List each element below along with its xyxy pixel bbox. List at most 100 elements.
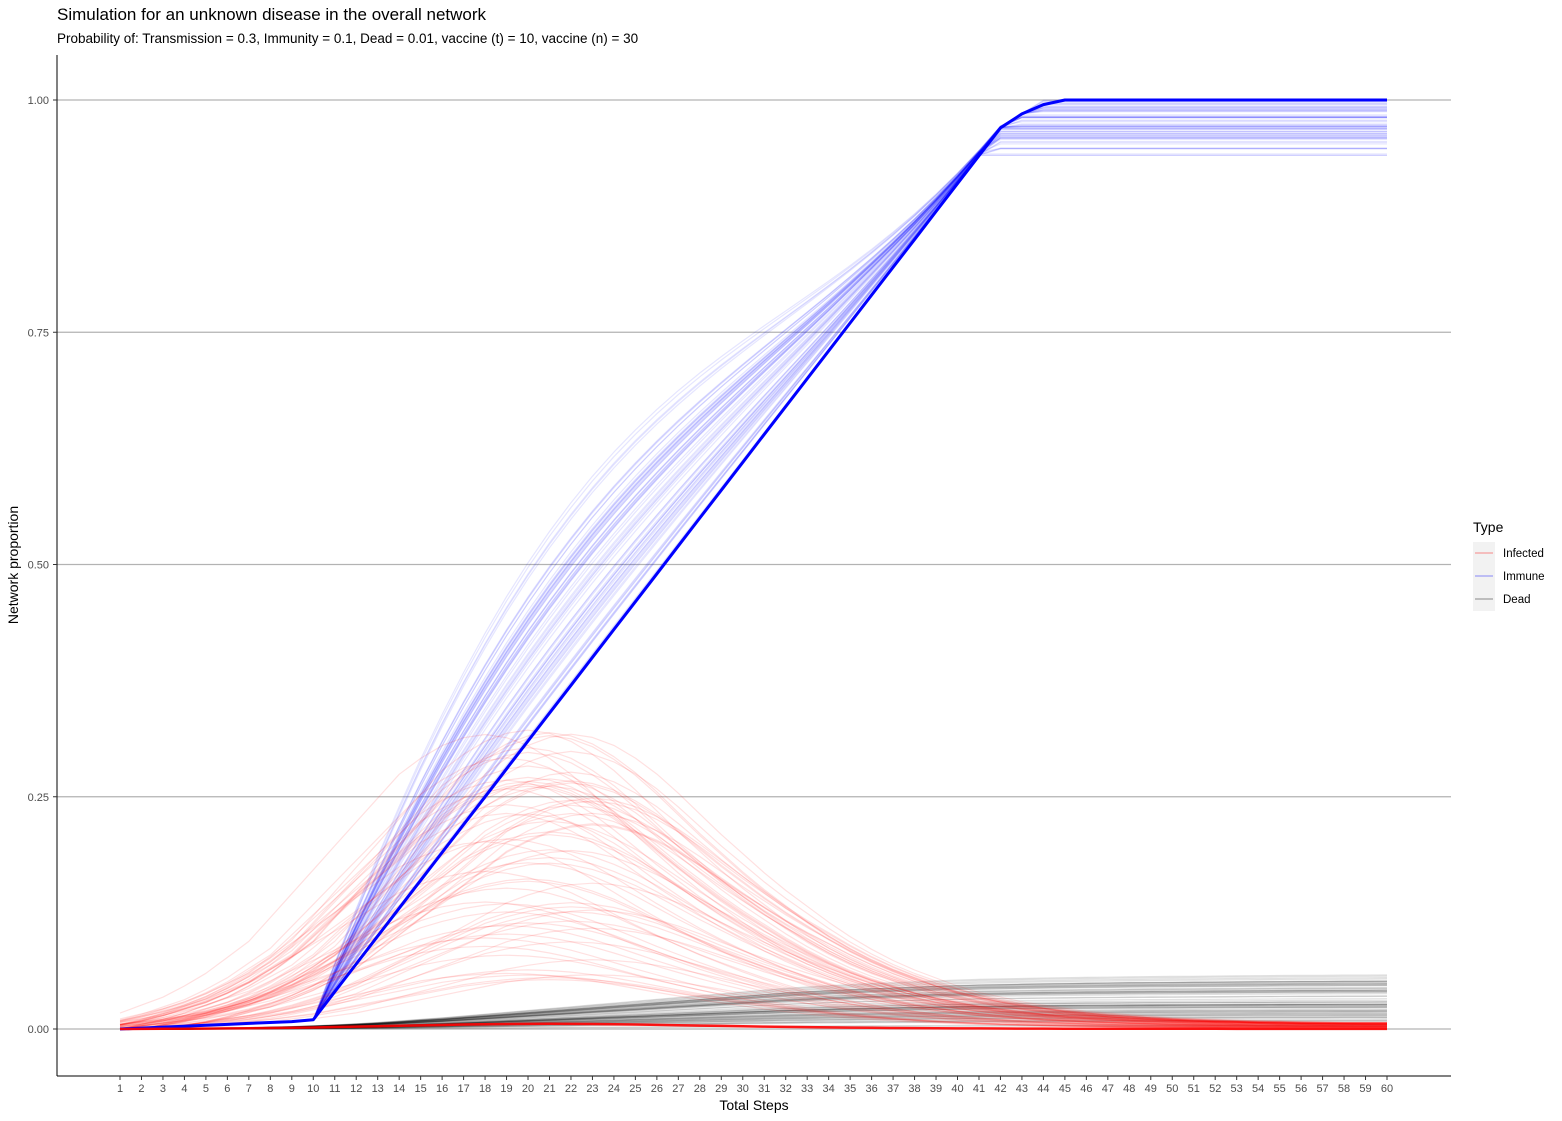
infected-run-line <box>119 838 1387 1026</box>
x-tick-label: 8 <box>267 1083 273 1095</box>
immune-run-line <box>119 109 1387 1030</box>
infected-run-line <box>119 778 1387 1030</box>
legend-label: Dead <box>1503 594 1531 606</box>
x-tick-label: 34 <box>823 1083 835 1095</box>
immune-run-line <box>119 134 1387 1030</box>
infected-run-line <box>119 977 1387 1030</box>
x-tick-label: 2 <box>138 1083 144 1095</box>
immune-run-line <box>119 116 1387 1030</box>
infected-run-line <box>120 824 1387 1030</box>
immune-run-line <box>119 109 1387 1030</box>
x-tick-label: 55 <box>1274 1083 1286 1095</box>
x-tick-label: 43 <box>1016 1083 1028 1095</box>
y-tick-label: 0.00 <box>28 1024 49 1036</box>
legend-label: Infected <box>1503 548 1544 560</box>
immune-run-line <box>119 133 1387 1030</box>
legend-key-box <box>1473 542 1495 565</box>
immune-run-line <box>119 137 1387 1030</box>
x-tick-label: 29 <box>715 1083 727 1095</box>
immune-run-line <box>119 126 1387 1030</box>
x-tick-label: 56 <box>1295 1083 1307 1095</box>
x-tick-label: 48 <box>1123 1083 1135 1095</box>
infected-run-line <box>119 969 1387 1029</box>
immune-run-line <box>119 127 1387 1030</box>
dead-run-line <box>120 977 1388 1030</box>
infected-run-line <box>119 972 1387 1029</box>
dead-run-line <box>120 980 1388 1030</box>
x-tick-label: 19 <box>500 1083 512 1095</box>
x-tick-label: 17 <box>457 1083 469 1095</box>
immune-run-line <box>119 107 1387 1030</box>
infected-run-line <box>119 878 1387 1028</box>
infected-run-line <box>120 797 1387 1030</box>
infected-run-line <box>120 927 1387 1030</box>
infected-run-line <box>119 747 1387 1025</box>
immune-run-line <box>119 132 1387 1030</box>
infected-run-line <box>119 870 1387 1027</box>
immune-run-line <box>119 125 1387 1030</box>
x-tick-label: 58 <box>1338 1083 1350 1095</box>
dead-run-line <box>120 975 1388 1030</box>
infected-run-line <box>120 733 1387 1030</box>
dead-run-line <box>120 980 1388 1030</box>
x-tick-label: 32 <box>780 1083 792 1095</box>
infected-run-line <box>120 812 1387 1030</box>
immune-run-line <box>119 127 1387 1030</box>
x-tick-label: 18 <box>479 1083 491 1095</box>
immune-run-line <box>119 148 1387 1030</box>
chart-title: Simulation for an unknown disease in the… <box>57 5 487 24</box>
dead-run-line <box>120 974 1388 1030</box>
legend: Type Infected Immune Dead <box>1473 519 1545 611</box>
infected-run-line <box>119 813 1387 1027</box>
x-tick-label: 3 <box>160 1083 166 1095</box>
infected-run-line <box>119 765 1387 1026</box>
immune-run-line <box>119 109 1387 1030</box>
dead-run-line <box>120 984 1388 1030</box>
immune-run-line <box>119 115 1387 1030</box>
infected-run-line <box>120 812 1387 1030</box>
legend-title: Type <box>1473 519 1504 535</box>
immune-run-line <box>119 135 1387 1030</box>
immune-run-line <box>119 103 1387 1030</box>
x-tick-label: 26 <box>651 1083 663 1095</box>
x-axis-title: Total Steps <box>719 1097 788 1113</box>
immune-run-line <box>119 117 1387 1030</box>
infected-run-line <box>120 771 1387 1030</box>
infected-run-line <box>119 785 1387 1026</box>
immune-run-line <box>119 134 1387 1030</box>
infected-run-line <box>119 733 1387 1024</box>
x-tick-label: 54 <box>1252 1083 1264 1095</box>
immune-run-line <box>119 114 1387 1030</box>
x-tick-label: 27 <box>672 1083 684 1095</box>
infected-run-line <box>120 800 1387 1030</box>
immune-run-line <box>119 137 1387 1030</box>
y-tick-label: 1.00 <box>28 95 49 107</box>
y-tick-label: 0.25 <box>28 792 49 804</box>
infected-run-line <box>119 954 1387 1028</box>
x-tick-label: 31 <box>758 1083 770 1095</box>
immune-run-line <box>119 154 1387 1030</box>
infected-run-line <box>119 901 1387 1027</box>
x-tick-label: 5 <box>203 1083 209 1095</box>
infected-run-line <box>120 974 1387 1030</box>
x-tick-label: 42 <box>994 1083 1006 1095</box>
chart-subtitle: Probability of: Transmission = 0.3, Immu… <box>57 31 638 46</box>
infected-run-line <box>119 757 1387 1024</box>
x-tick-label: 30 <box>737 1083 749 1095</box>
infected-floor-line <box>119 1022 1387 1031</box>
x-tick-label: 35 <box>844 1083 856 1095</box>
x-tick-label: 47 <box>1102 1083 1114 1095</box>
dead-run-line <box>120 980 1388 1030</box>
x-tick-label: 4 <box>181 1083 187 1095</box>
immune-run-line <box>119 116 1387 1030</box>
immune-run-line <box>119 111 1387 1030</box>
immune-run-line <box>119 137 1387 1030</box>
infected-run-line <box>119 979 1387 1030</box>
infected-run-line <box>119 841 1387 1026</box>
immune-run-line <box>119 110 1387 1030</box>
x-tick-label: 53 <box>1231 1083 1243 1095</box>
infected-run-line <box>120 959 1387 1030</box>
dead-run-line <box>120 982 1388 1030</box>
x-axis-ticks: 1 2 3 4 5 6 7 8 9 10 11 12 13 14 15 16 17 18 19 20 21 22 23 24 2… <box>117 1076 1393 1095</box>
